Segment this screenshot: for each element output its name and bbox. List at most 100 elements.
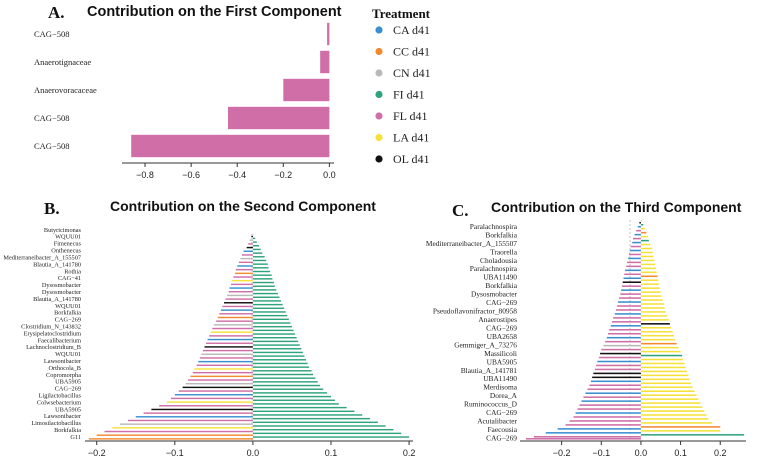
bar (640, 255, 654, 258)
legend-marker (375, 112, 383, 120)
bar (640, 231, 647, 234)
bar (238, 261, 253, 264)
bar (252, 245, 260, 247)
category-label: Mediterraneibacter_A_155507 (426, 239, 517, 248)
panel-c-x-ticks: −0.2 −0.1 0.0 0.1 0.2 (553, 441, 726, 458)
bar (617, 305, 641, 307)
bar (626, 265, 641, 268)
bar (603, 344, 641, 347)
bar (228, 291, 253, 293)
bar (614, 313, 641, 315)
category-label: Faecousia (487, 425, 517, 434)
bar (610, 325, 641, 327)
bar (640, 354, 683, 357)
bar (216, 320, 253, 322)
bar (252, 344, 300, 346)
bar (252, 414, 363, 416)
x-tick-label: 0.2 (403, 448, 416, 458)
bar (640, 374, 689, 377)
category-label: Choladousia (480, 256, 518, 265)
bar (196, 364, 253, 367)
bar (252, 241, 257, 243)
bar (252, 267, 269, 269)
bar (252, 322, 291, 324)
bar (608, 332, 641, 335)
category-label: Dysosmobacter (471, 290, 518, 299)
bar (640, 267, 656, 270)
bar (609, 329, 641, 331)
panel-c: C. Contribution on the Third Component P… (426, 199, 746, 458)
category-label: Blautia_A_141781 (461, 366, 518, 375)
x-tick-label: −0.2 (553, 448, 571, 458)
bar (640, 334, 674, 337)
x-tick-label: −0.4 (228, 170, 246, 180)
bar (640, 303, 664, 305)
category-label: CAG−508 (34, 113, 70, 123)
bar (192, 371, 253, 374)
bar (623, 277, 641, 280)
bar (252, 421, 378, 424)
bar (252, 384, 321, 387)
bar (212, 327, 253, 330)
bar (619, 297, 641, 299)
bar (640, 295, 662, 297)
category-label: Ruminococcus_D (464, 400, 518, 409)
bar (634, 233, 641, 236)
bar (219, 313, 253, 315)
category-label: Rothia (64, 268, 81, 275)
bar (252, 403, 339, 405)
bar (640, 422, 713, 424)
bar (252, 270, 271, 273)
bar (207, 338, 253, 341)
bar (593, 372, 641, 375)
category-label: Borkfalkia (54, 310, 81, 317)
x-tick-label: 0.0 (247, 448, 260, 458)
category-label: Orthocola_B (48, 365, 81, 372)
x-tick-label: 0.1 (325, 448, 338, 458)
bar (252, 351, 303, 354)
bar (252, 234, 254, 236)
bar (252, 388, 324, 390)
bar (252, 425, 386, 427)
bar (640, 319, 669, 321)
category-label: Gemmiger_A_73276 (454, 340, 517, 349)
bar (640, 279, 659, 282)
bar (213, 324, 253, 326)
x-tick-label: 0.1 (674, 448, 687, 458)
bar (252, 281, 274, 284)
bar (620, 293, 641, 295)
bar (583, 396, 641, 398)
bar (240, 257, 253, 260)
bar (589, 384, 641, 387)
bar (222, 305, 253, 308)
bar (252, 406, 347, 409)
bar (241, 254, 253, 256)
category-label: Ligilactobacillus (39, 393, 82, 400)
legend-marker (375, 26, 383, 34)
bar (640, 243, 651, 246)
panel-a-title: Contribution on the First Component (87, 4, 342, 20)
bar (640, 259, 655, 262)
category-label: Dysosmobacter (42, 289, 82, 296)
panel-a: A. Contribution on the First Component C… (34, 3, 342, 180)
bar (640, 394, 697, 396)
x-tick-label: 0.0 (323, 170, 336, 180)
category-label: Clostridium_N_143832 (21, 323, 81, 330)
bar (597, 360, 641, 363)
bar (640, 271, 657, 274)
x-tick-label: −0.1 (166, 448, 184, 458)
category-label: WQUU01 (55, 303, 81, 310)
legend-label: CC d41 (393, 45, 430, 59)
bar (252, 395, 331, 398)
bar (592, 376, 641, 379)
legend-title: Treatment (372, 6, 431, 21)
bar (640, 386, 693, 389)
category-label: Colwsebacterium (37, 399, 81, 406)
bar (251, 235, 253, 238)
x-tick-label: 0.0 (635, 448, 648, 458)
bar (611, 321, 641, 323)
bar (640, 398, 699, 400)
panel-c-category-labels: ParalachnospiraBorkfalkiaMediterraneibac… (426, 222, 518, 443)
bar (252, 278, 273, 280)
panel-c-title: Contribution on the Third Component (491, 199, 742, 215)
